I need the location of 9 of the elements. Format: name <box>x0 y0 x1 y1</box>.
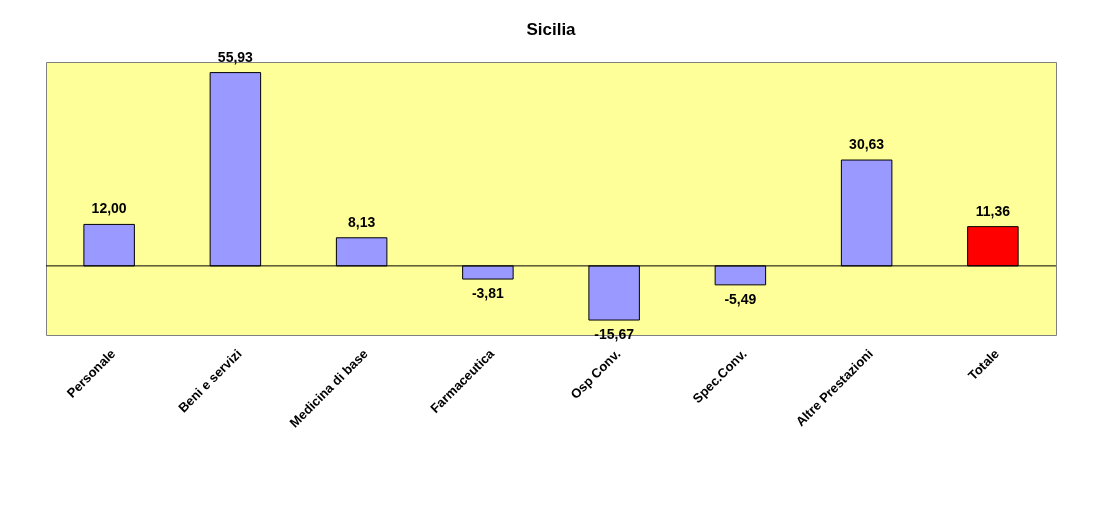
data-label: 12,00 <box>91 200 127 217</box>
data-label: 11,36 <box>975 202 1011 219</box>
data-label: -5,49 <box>724 290 757 307</box>
data-label: -3,81 <box>471 285 505 302</box>
data-label: 55,93 <box>217 48 254 65</box>
chart-title: Sicilia <box>526 19 577 39</box>
data-label: -15,67 <box>594 326 635 343</box>
data-label: 8,13 <box>348 213 376 230</box>
data-label: 30,63 <box>849 136 885 153</box>
